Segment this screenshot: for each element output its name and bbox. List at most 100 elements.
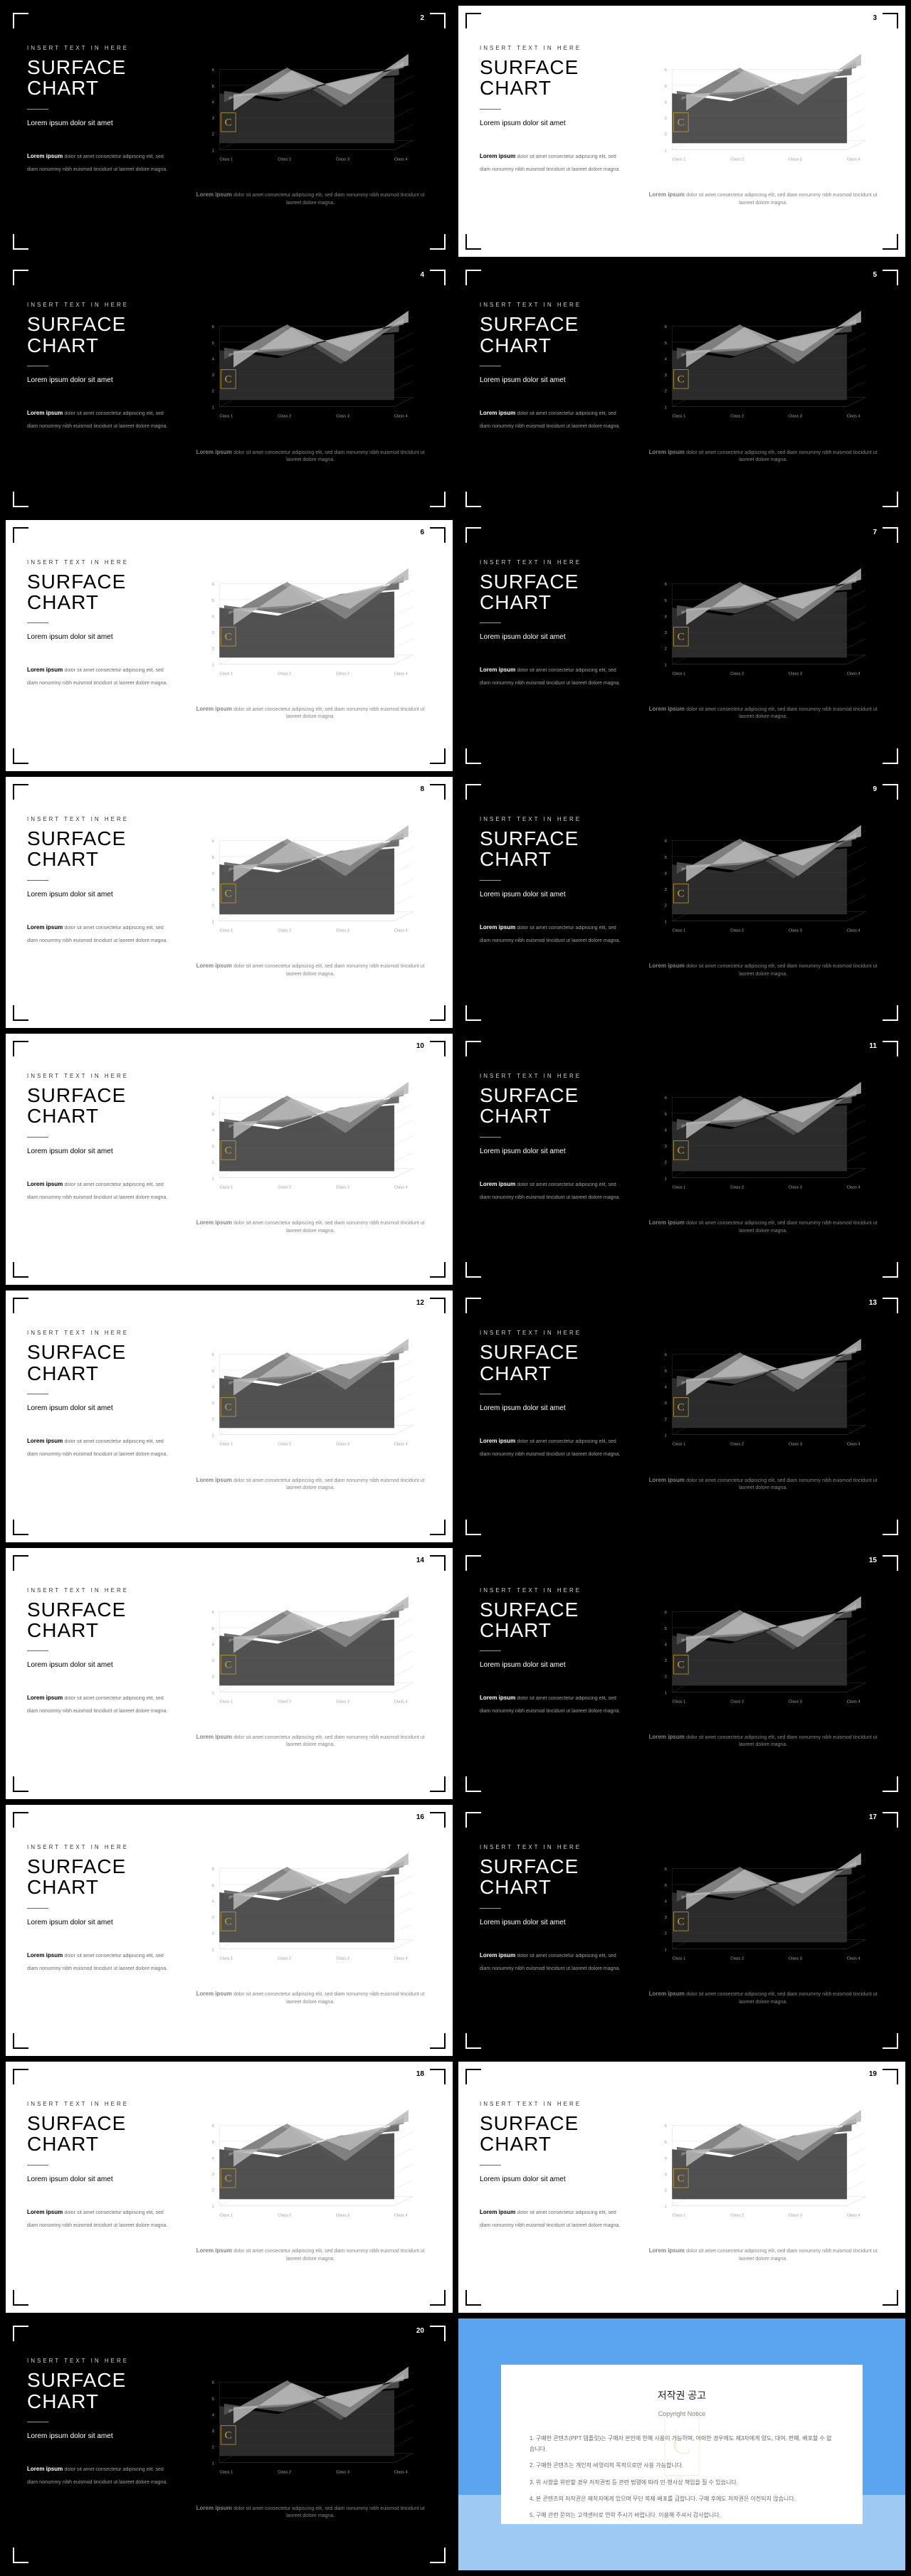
svg-text:1: 1 <box>665 1177 667 1181</box>
insert-label: INSERT TEXT IN HERE <box>27 2101 175 2107</box>
svg-text:3: 3 <box>212 117 214 121</box>
divider <box>480 622 501 623</box>
slide-title: SURFACECHART <box>27 1599 175 1641</box>
insert-label: INSERT TEXT IN HERE <box>27 1073 175 1079</box>
insert-label: INSERT TEXT IN HERE <box>480 1844 628 1850</box>
svg-text:C: C <box>678 2173 685 2185</box>
corner-bracket-icon <box>13 2290 28 2306</box>
svg-text:Class 4: Class 4 <box>394 415 408 419</box>
svg-text:Class 3: Class 3 <box>336 928 349 933</box>
corner-bracket-icon <box>465 784 481 800</box>
svg-text:Class 4: Class 4 <box>394 1700 408 1704</box>
svg-text:3: 3 <box>212 1401 214 1406</box>
chart-description: Lorem ipsum dolor sit amet consectetur a… <box>642 1733 884 1749</box>
svg-text:3: 3 <box>665 1145 667 1149</box>
corner-bracket-icon <box>430 1262 446 1278</box>
surface-chart: 123456Class 1Class 2Class 3Class 4C <box>642 802 884 953</box>
slide-subtitle: Lorem ipsum dolor sit amet <box>27 120 175 127</box>
corner-bracket-icon <box>883 13 898 28</box>
svg-text:Class 1: Class 1 <box>673 1700 686 1704</box>
svg-text:Class 2: Class 2 <box>278 158 292 162</box>
chart-description: Lorem ipsum dolor sit amet consectetur a… <box>189 1476 431 1493</box>
surface-chart: 123456Class 1Class 2Class 3Class 4C <box>189 31 431 181</box>
svg-text:3: 3 <box>212 1916 214 1920</box>
surface-chart: 123456Class 1Class 2Class 3Class 4C <box>189 1830 431 1981</box>
svg-text:Class 3: Class 3 <box>336 1186 349 1190</box>
corner-bracket-icon <box>430 1776 446 1792</box>
svg-text:5: 5 <box>665 598 667 603</box>
chart-description: Lorem ipsum dolor sit amet consectetur a… <box>189 1733 431 1749</box>
svg-text:2: 2 <box>212 1931 214 1936</box>
svg-text:6: 6 <box>212 839 214 844</box>
chart-description: Lorem ipsum dolor sit amet consectetur a… <box>642 1476 884 1493</box>
page-number: 15 <box>869 1557 877 1564</box>
slide-3: 3 INSERT TEXT IN HERE SURFACECHART Lorem… <box>458 6 905 257</box>
corner-bracket-icon <box>465 1262 481 1278</box>
insert-label: INSERT TEXT IN HERE <box>480 302 628 308</box>
corner-bracket-icon <box>13 270 28 285</box>
svg-text:Class 3: Class 3 <box>336 1700 349 1704</box>
svg-text:C: C <box>225 888 232 899</box>
slide-description: Lorem ipsum dolor sit amet consectetur a… <box>27 149 175 174</box>
slide-title: SURFACECHART <box>480 1085 628 1127</box>
svg-text:4: 4 <box>212 358 214 362</box>
surface-chart: 123456Class 1Class 2Class 3Class 4C <box>189 802 431 953</box>
corner-bracket-icon <box>430 1005 446 1021</box>
corner-bracket-icon <box>13 1298 28 1313</box>
svg-text:1: 1 <box>665 1691 667 1695</box>
svg-text:Class 1: Class 1 <box>673 1186 686 1190</box>
svg-text:Class 4: Class 4 <box>847 672 860 676</box>
svg-text:C: C <box>678 1145 685 1157</box>
svg-text:Class 2: Class 2 <box>278 672 292 676</box>
svg-text:Class 2: Class 2 <box>278 2471 292 2475</box>
slide-subtitle: Lorem ipsum dolor sit amet <box>480 633 628 641</box>
slide-15: 15 INSERT TEXT IN HERE SURFACECHART Lore… <box>458 1548 905 1799</box>
slide-title: SURFACECHART <box>27 2370 175 2412</box>
copyright-line: 4. 본 콘텐츠의 저작권은 제작자에게 있으며 무단 복제·배포를 금합니다.… <box>530 2493 834 2504</box>
slide-description: Lorem ipsum dolor sit amet consectetur a… <box>480 1177 628 1202</box>
svg-text:Class 4: Class 4 <box>394 928 408 933</box>
corner-bracket-icon <box>13 1005 28 1021</box>
page-number: 13 <box>869 1299 877 1307</box>
slide-description: Lorem ipsum dolor sit amet consectetur a… <box>480 149 628 174</box>
corner-bracket-icon <box>430 1041 446 1056</box>
slide-description: Lorem ipsum dolor sit amet consectetur a… <box>27 406 175 431</box>
slide-subtitle: Lorem ipsum dolor sit amet <box>480 2175 628 2183</box>
svg-text:Class 2: Class 2 <box>731 2214 744 2218</box>
svg-text:Class 3: Class 3 <box>789 928 802 933</box>
divider <box>27 1650 48 1651</box>
svg-text:Class 2: Class 2 <box>731 1956 744 1961</box>
svg-text:2: 2 <box>212 903 214 908</box>
corner-bracket-icon <box>465 2033 481 2049</box>
svg-text:Class 1: Class 1 <box>673 928 686 933</box>
page-number: 10 <box>416 1042 424 1050</box>
slide-14: 14 INSERT TEXT IN HERE SURFACECHART Lore… <box>6 1548 453 1799</box>
slide-subtitle: Lorem ipsum dolor sit amet <box>27 376 175 384</box>
svg-text:Class 2: Class 2 <box>278 1186 292 1190</box>
slide-description: Lorem ipsum dolor sit amet consectetur a… <box>27 2461 175 2487</box>
corner-bracket-icon <box>465 1812 481 1828</box>
insert-label: INSERT TEXT IN HERE <box>27 1844 175 1850</box>
svg-text:Class 1: Class 1 <box>220 1186 233 1190</box>
chart-description: Lorem ipsum dolor sit amet consectetur a… <box>642 962 884 978</box>
copyright-title: 저작권 공고 <box>530 2386 834 2405</box>
svg-text:3: 3 <box>212 2429 214 2434</box>
corner-bracket-icon <box>465 492 481 507</box>
corner-bracket-icon <box>883 492 898 507</box>
surface-chart: 123456Class 1Class 2Class 3Class 4C <box>642 1059 884 1209</box>
svg-text:3: 3 <box>212 1659 214 1663</box>
svg-text:Class 2: Class 2 <box>731 158 744 162</box>
corner-bracket-icon <box>13 527 28 543</box>
slide-description: Lorem ipsum dolor sit amet consectetur a… <box>480 1433 628 1459</box>
svg-text:4: 4 <box>212 2414 214 2418</box>
chart-description: Lorem ipsum dolor sit amet consectetur a… <box>189 962 431 978</box>
divider <box>27 109 48 110</box>
svg-text:5: 5 <box>212 2141 214 2145</box>
page-number: 20 <box>416 2327 424 2335</box>
corner-bracket-icon <box>465 527 481 543</box>
insert-label: INSERT TEXT IN HERE <box>480 1330 628 1336</box>
page-number: 4 <box>420 271 424 279</box>
chart-description: Lorem ipsum dolor sit amet consectetur a… <box>189 2504 431 2521</box>
slide-subtitle: Lorem ipsum dolor sit amet <box>480 1661 628 1669</box>
svg-text:4: 4 <box>212 1899 214 1904</box>
